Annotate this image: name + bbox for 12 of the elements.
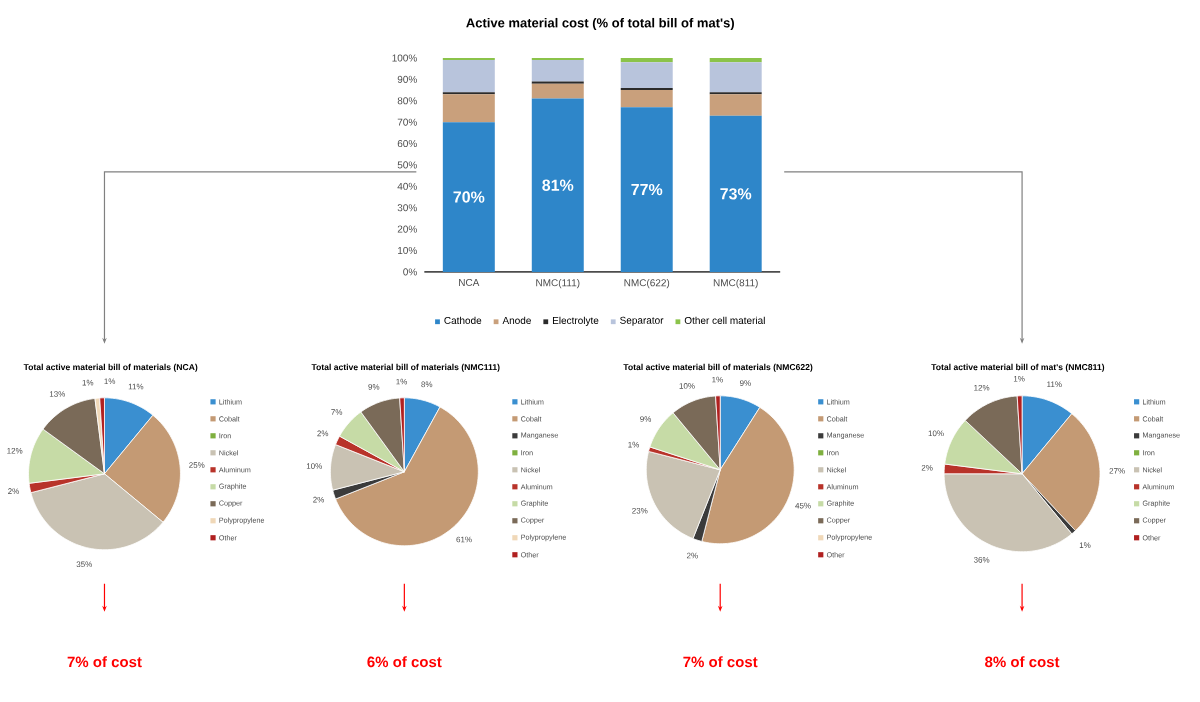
bar [620, 90, 673, 108]
bar [620, 62, 673, 89]
bar [531, 98, 584, 273]
bar [709, 94, 762, 116]
bar [620, 107, 673, 273]
bar [442, 60, 495, 93]
bar [442, 122, 495, 273]
bar [531, 83, 584, 99]
bar [531, 60, 584, 82]
bar [442, 94, 495, 123]
bar [709, 62, 762, 93]
bar [709, 115, 762, 273]
